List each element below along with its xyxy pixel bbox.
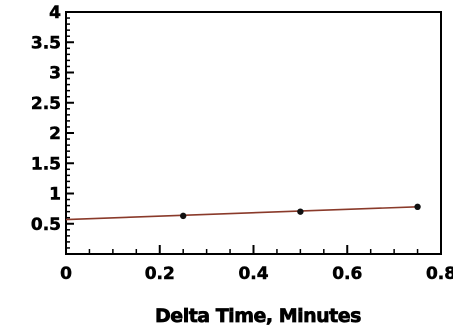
y-axis-tick-labels: 0.5 1 1.5 2 2.5 3 3.5 4 — [31, 3, 62, 235]
data-series — [65, 203, 421, 221]
y-tick-label: 2 — [49, 124, 61, 144]
x-tick-label: 0.2 — [145, 264, 175, 284]
x-axis-tick-labels: 0 0.2 0.4 0.6 0.8 — [60, 264, 453, 285]
y-tick-label: 4 — [49, 3, 61, 23]
y-tick-label: 1 — [49, 185, 61, 205]
y-tick-label: 3.5 — [31, 33, 61, 53]
x-tick-label: 0 — [60, 264, 72, 284]
y-tick-label: 1.5 — [31, 154, 61, 174]
x-tick-label: 0.8 — [426, 264, 453, 284]
data-point — [414, 203, 421, 211]
data-point — [297, 208, 304, 215]
x-tick-label: 0.6 — [332, 264, 362, 284]
fit-line — [65, 206, 418, 221]
axis-ticks — [65, 11, 442, 255]
data-point — [179, 212, 187, 220]
x-tick-label: 0.4 — [238, 264, 268, 284]
y-tick-label: 3 — [49, 64, 61, 84]
y-tick-label: 2.5 — [31, 94, 61, 114]
x-axis-title: Delta Time, Minutes — [155, 305, 361, 327]
y-tick-label: 0.5 — [31, 215, 61, 235]
